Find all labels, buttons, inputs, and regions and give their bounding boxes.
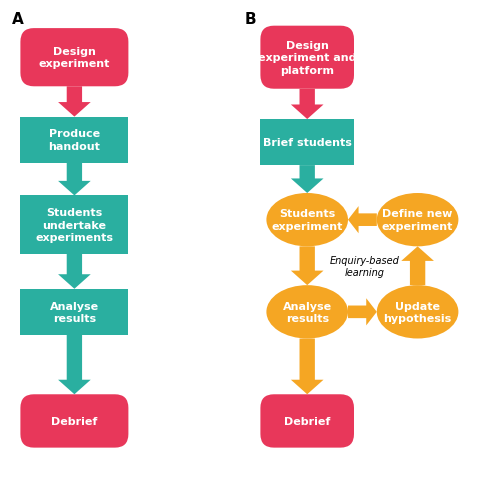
Text: A: A	[12, 12, 24, 27]
Text: Debrief: Debrief	[284, 416, 330, 426]
FancyBboxPatch shape	[260, 394, 354, 448]
Polygon shape	[401, 247, 434, 286]
Polygon shape	[58, 335, 91, 394]
Text: Design
experiment and
platform: Design experiment and platform	[258, 41, 357, 76]
Text: Enquiry-based
learning: Enquiry-based learning	[330, 255, 400, 277]
Ellipse shape	[266, 194, 348, 247]
Polygon shape	[348, 299, 377, 326]
Polygon shape	[291, 339, 324, 394]
Text: Design
experiment: Design experiment	[39, 47, 110, 69]
Text: Students
experiment: Students experiment	[272, 209, 343, 231]
Bar	[260, 120, 354, 166]
Ellipse shape	[377, 194, 458, 247]
Bar	[20, 289, 129, 335]
Bar	[20, 118, 129, 164]
Bar	[20, 196, 129, 254]
Text: Analyse
results: Analyse results	[50, 301, 99, 323]
Text: Update
hypothesis: Update hypothesis	[384, 301, 452, 323]
Polygon shape	[58, 87, 91, 118]
Text: Students
undertake
experiments: Students undertake experiments	[36, 208, 113, 242]
Ellipse shape	[266, 286, 348, 339]
Polygon shape	[58, 164, 91, 196]
FancyBboxPatch shape	[20, 394, 129, 448]
FancyBboxPatch shape	[20, 29, 129, 87]
Polygon shape	[58, 254, 91, 289]
Text: Analyse
results: Analyse results	[283, 301, 332, 323]
Text: Debrief: Debrief	[51, 416, 97, 426]
Ellipse shape	[377, 286, 458, 339]
Text: Define new
experiment: Define new experiment	[382, 209, 453, 231]
Text: B: B	[245, 12, 256, 27]
Text: Brief students: Brief students	[263, 138, 352, 148]
Text: Produce
handout: Produce handout	[48, 129, 100, 151]
Polygon shape	[291, 247, 324, 286]
Polygon shape	[291, 90, 324, 120]
FancyBboxPatch shape	[260, 27, 354, 90]
Polygon shape	[348, 207, 377, 234]
Polygon shape	[291, 166, 324, 194]
